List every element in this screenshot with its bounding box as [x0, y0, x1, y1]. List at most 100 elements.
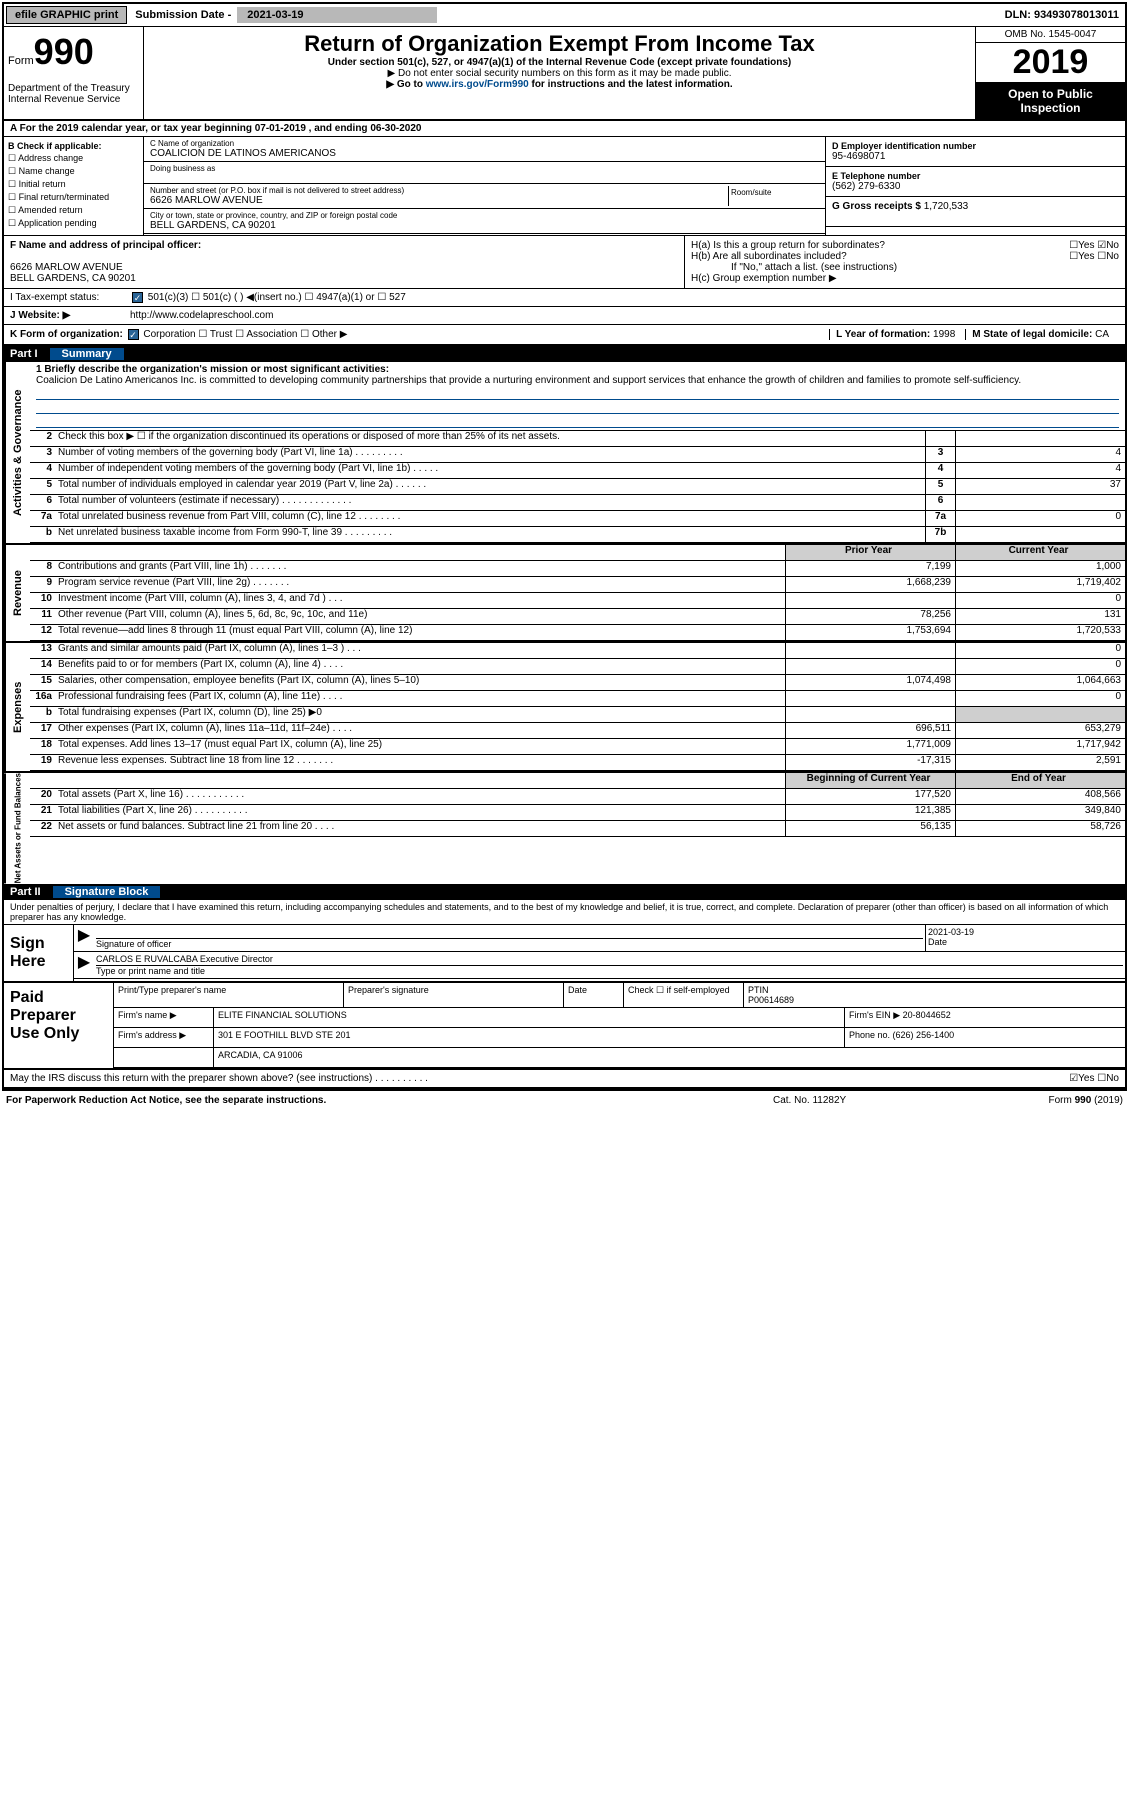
efile-button[interactable]: efile GRAPHIC print	[6, 6, 127, 24]
line-13: 13Grants and similar amounts paid (Part …	[30, 643, 1125, 659]
irs-link[interactable]: www.irs.gov/Form990	[426, 79, 529, 90]
officer-addr2: BELL GARDENS, CA 90201	[10, 273, 678, 284]
line-b: bNet unrelated business taxable income f…	[30, 527, 1125, 543]
line-b: bTotal fundraising expenses (Part IX, co…	[30, 707, 1125, 723]
omb-number: OMB No. 1545-0047	[976, 27, 1125, 43]
line-17: 17Other expenses (Part IX, column (A), l…	[30, 723, 1125, 739]
line-7a: 7aTotal unrelated business revenue from …	[30, 511, 1125, 527]
mission-block: 1 Briefly describe the organization's mi…	[30, 362, 1125, 431]
line-18: 18Total expenses. Add lines 13–17 (must …	[30, 739, 1125, 755]
city-state-zip: BELL GARDENS, CA 90201	[150, 220, 819, 231]
line-4: 4Number of independent voting members of…	[30, 463, 1125, 479]
form-number: 990	[34, 31, 94, 72]
dln: DLN: 93493078013011	[1005, 9, 1125, 21]
sign-date: 2021-03-19	[928, 927, 1123, 937]
phone: (562) 279-6330	[832, 181, 1119, 192]
org-name: COALICION DE LATINOS AMERICANOS	[150, 148, 819, 159]
h-b-note: If "No," attach a list. (see instruction…	[691, 262, 1119, 273]
part-2-bar: Part IISignature Block	[4, 884, 1125, 900]
k-l-m-row: K Form of organization: ✓ Corporation ☐ …	[4, 325, 1125, 346]
tax-year: 2019	[976, 43, 1125, 83]
tab-netassets: Net Assets or Fund Balances	[4, 773, 30, 883]
part-1-bar: Part ISummary	[4, 346, 1125, 362]
open-inspection: Open to Public Inspection	[976, 83, 1125, 119]
officer-addr1: 6626 MARLOW AVENUE	[10, 262, 678, 273]
line-19: 19Revenue less expenses. Subtract line 1…	[30, 755, 1125, 771]
line-21: 21Total liabilities (Part X, line 26) . …	[30, 805, 1125, 821]
mission-text: Coalicion De Latino Americanos Inc. is c…	[36, 375, 1119, 386]
gross-receipts: 1,720,533	[924, 201, 969, 212]
note-ssn: ▶ Do not enter social security numbers o…	[148, 68, 971, 79]
website-link[interactable]: http://www.codelapreschool.com	[130, 310, 1119, 321]
dba-label: Doing business as	[150, 164, 819, 173]
entity-block: B Check if applicable: ☐ Address change …	[4, 137, 1125, 236]
line-6: 6Total number of volunteers (estimate if…	[30, 495, 1125, 511]
submission-label: Submission Date -	[129, 7, 237, 23]
line-9: 9Program service revenue (Part VIII, lin…	[30, 577, 1125, 593]
tab-expenses: Expenses	[4, 643, 30, 771]
top-bar: efile GRAPHIC print Submission Date - 20…	[4, 4, 1125, 27]
h-b: H(b) Are all subordinates included?	[691, 251, 1069, 262]
ein: 95-4698071	[832, 151, 1119, 162]
f-h-block: F Name and address of principal officer:…	[4, 236, 1125, 289]
line-2: 2Check this box ▶ ☐ if the organization …	[30, 431, 1125, 447]
h-a-yn[interactable]: ☐Yes ☑No	[1069, 240, 1119, 251]
sig-officer-label: Signature of officer	[96, 939, 923, 949]
department: Department of the Treasury Internal Reve…	[8, 83, 139, 105]
h-c: H(c) Group exemption number ▶	[691, 273, 1119, 284]
return-subtitle: Under section 501(c), 527, or 4947(a)(1)…	[148, 57, 971, 68]
firm-address: 301 E FOOTHILL BLVD STE 201	[214, 1028, 845, 1047]
cb-address[interactable]: ☐ Address change	[8, 153, 139, 164]
tax-exempt-row: I Tax-exempt status: ✓ 501(c)(3) ☐ 501(c…	[4, 289, 1125, 307]
line-22: 22Net assets or fund balances. Subtract …	[30, 821, 1125, 837]
cb-501c3[interactable]: ✓	[132, 292, 143, 303]
cb-corporation[interactable]: ✓	[128, 329, 139, 340]
return-title: Return of Organization Exempt From Incom…	[148, 31, 971, 57]
sign-block: Sign Here ▶ Signature of officer 2021-03…	[4, 925, 1125, 983]
line-11: 11Other revenue (Part VIII, column (A), …	[30, 609, 1125, 625]
firm-ein: 20-8044652	[903, 1010, 951, 1020]
h-b-yn[interactable]: ☐Yes ☐No	[1069, 251, 1119, 262]
cb-name[interactable]: ☐ Name change	[8, 166, 139, 177]
footer: For Paperwork Reduction Act Notice, see …	[0, 1093, 1129, 1108]
website-row: J Website: ▶ http://www.codelapreschool.…	[4, 307, 1125, 325]
line-20: 20Total assets (Part X, line 16) . . . .…	[30, 789, 1125, 805]
discuss-row: May the IRS discuss this return with the…	[4, 1070, 1125, 1089]
form-label: Form	[8, 55, 34, 67]
firm-phone: (626) 256-1400	[893, 1030, 955, 1040]
arrow-icon: ▶	[74, 925, 94, 951]
note-goto: ▶ Go to www.irs.gov/Form990 for instruct…	[148, 79, 971, 90]
py-cy-header: Prior YearCurrent Year	[30, 545, 1125, 561]
year-formation: 1998	[933, 329, 955, 340]
cb-self-employed[interactable]: Check ☐ if self-employed	[624, 983, 744, 1007]
line-5: 5Total number of individuals employed in…	[30, 479, 1125, 495]
cb-initial[interactable]: ☐ Initial return	[8, 179, 139, 190]
h-a: H(a) Is this a group return for subordin…	[691, 240, 1069, 251]
discuss-yn[interactable]: ☑Yes ☐No	[1069, 1073, 1119, 1084]
ptin: P00614689	[748, 995, 1121, 1005]
state-domicile: CA	[1095, 329, 1109, 340]
a-line: A For the 2019 calendar year, or tax yea…	[4, 121, 1125, 137]
tab-revenue: Revenue	[4, 545, 30, 641]
header: Form990 Department of the Treasury Inter…	[4, 27, 1125, 121]
cb-pending[interactable]: ☐ Application pending	[8, 218, 139, 229]
line-8: 8Contributions and grants (Part VIII, li…	[30, 561, 1125, 577]
line-10: 10Investment income (Part VIII, column (…	[30, 593, 1125, 609]
firm-name: ELITE FINANCIAL SOLUTIONS	[214, 1008, 845, 1027]
cb-final[interactable]: ☐ Final return/terminated	[8, 192, 139, 203]
line-3: 3Number of voting members of the governi…	[30, 447, 1125, 463]
room-suite: Room/suite	[729, 186, 819, 206]
arrow-icon: ▶	[74, 952, 94, 978]
submission-date: 2021-03-19	[237, 7, 437, 23]
line-15: 15Salaries, other compensation, employee…	[30, 675, 1125, 691]
preparer-block: Paid Preparer Use Only Print/Type prepar…	[4, 983, 1125, 1070]
line-14: 14Benefits paid to or for members (Part …	[30, 659, 1125, 675]
bcy-eoy-header: Beginning of Current YearEnd of Year	[30, 773, 1125, 789]
street-address: 6626 MARLOW AVENUE	[150, 195, 728, 206]
b-checkboxes: B Check if applicable: ☐ Address change …	[4, 137, 144, 235]
cb-amended[interactable]: ☐ Amended return	[8, 205, 139, 216]
tab-activities: Activities & Governance	[4, 362, 30, 543]
line-12: 12Total revenue—add lines 8 through 11 (…	[30, 625, 1125, 641]
line-16a: 16aProfessional fundraising fees (Part I…	[30, 691, 1125, 707]
officer-name: CARLOS E RUVALCABA Executive Director	[96, 954, 1123, 966]
